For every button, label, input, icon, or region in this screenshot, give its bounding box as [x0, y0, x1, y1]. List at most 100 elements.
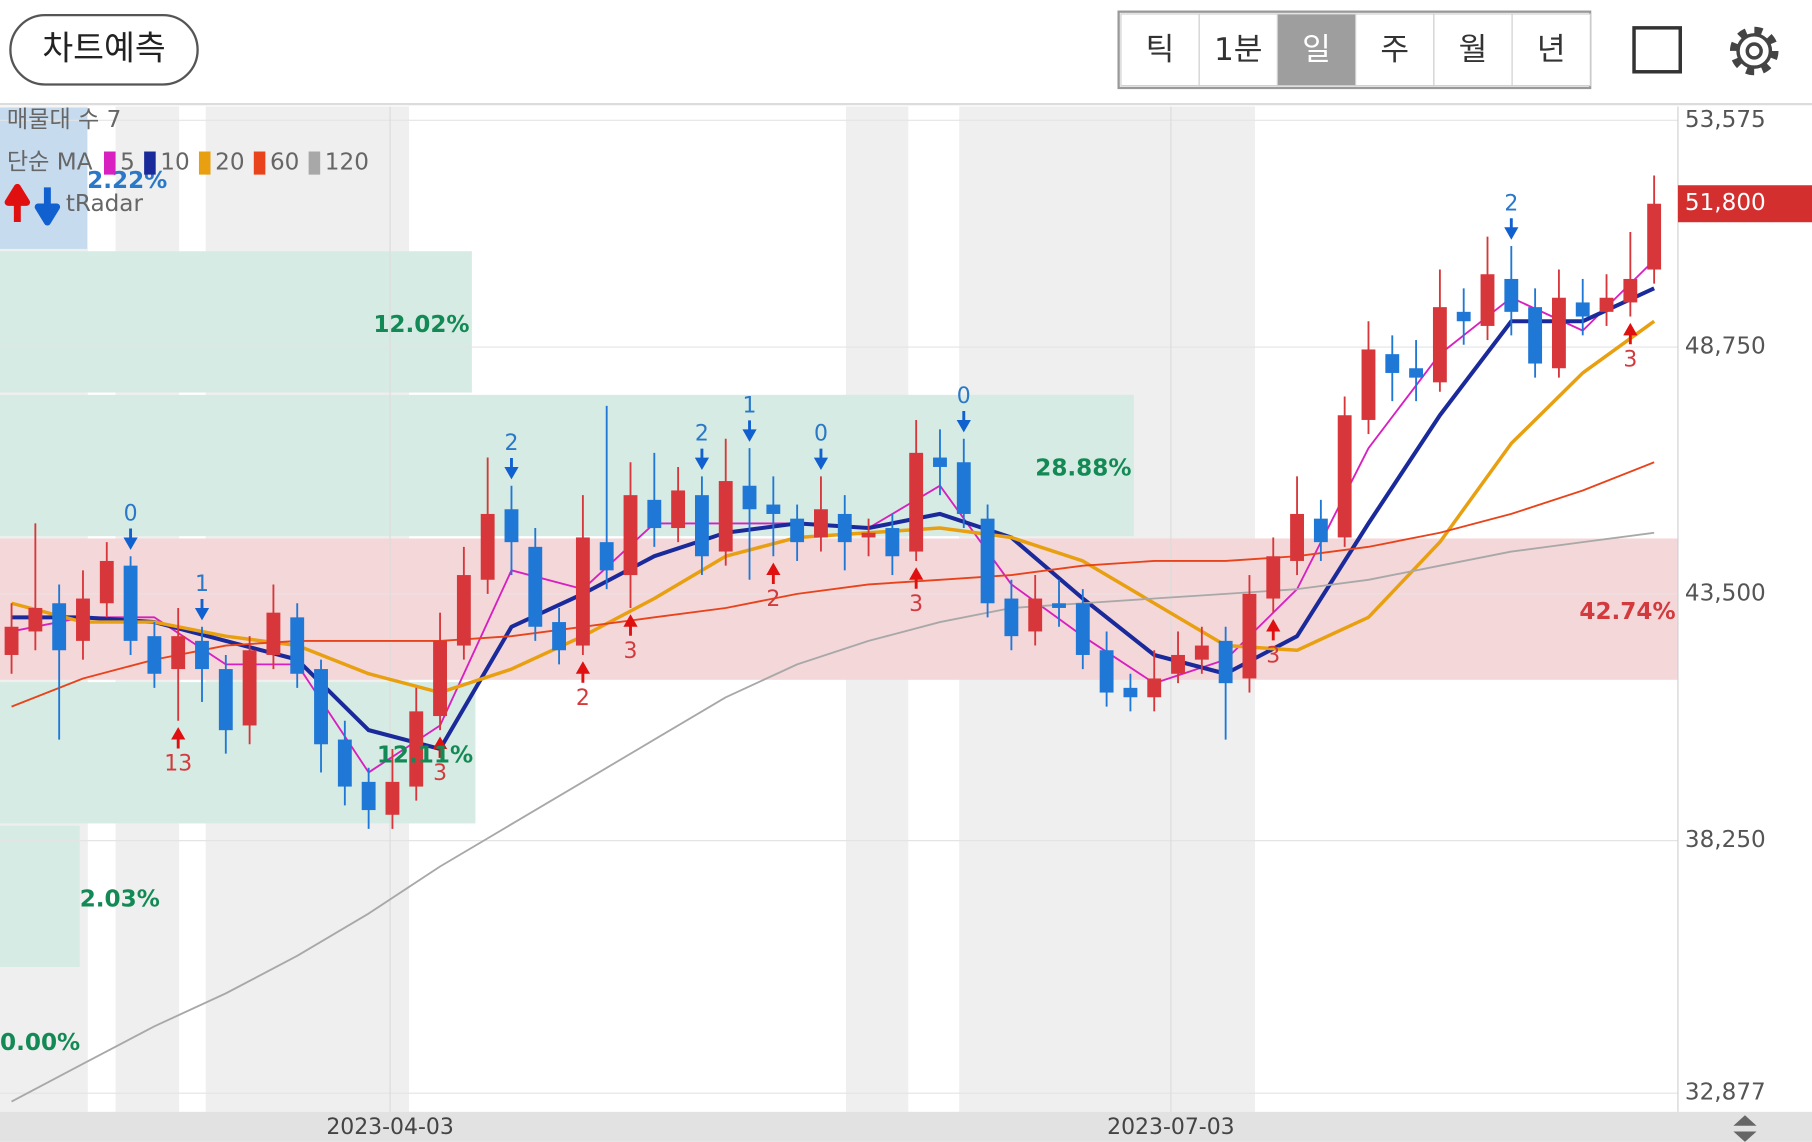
- settings-icon[interactable]: [1729, 26, 1779, 76]
- signal-arrow-up: [766, 562, 781, 584]
- ma-line: [11, 531, 1655, 1103]
- candle-body: [933, 457, 947, 467]
- ma-legend-label: 60: [270, 150, 299, 176]
- candle-body: [1575, 302, 1590, 317]
- period-label[interactable]: 주: [1380, 32, 1409, 68]
- signal-title: tRadar: [66, 191, 144, 217]
- candle-body: [1052, 603, 1066, 608]
- ma-legend-label: 10: [160, 150, 189, 176]
- signal-arrow-up: [1266, 618, 1281, 641]
- candle-body: [980, 518, 995, 604]
- candle-body: [742, 485, 757, 510]
- candle-body: [1361, 349, 1376, 420]
- period-button[interactable]: [1355, 13, 1435, 87]
- last-price-label: 51,800: [1685, 190, 1766, 216]
- candle-body: [718, 481, 733, 552]
- y-tick-label: 32,877: [1685, 1080, 1766, 1106]
- signal-arrow-up: [575, 661, 591, 683]
- signal-arrow-up: [1623, 322, 1638, 345]
- candle-body: [99, 560, 114, 604]
- scroll-up[interactable]: [1733, 1115, 1757, 1126]
- candle-body: [314, 669, 328, 745]
- candle-body: [956, 462, 971, 514]
- candle-body: [337, 739, 352, 787]
- period-button[interactable]: [1198, 13, 1278, 87]
- signal-label: 3: [624, 639, 638, 664]
- candle-body: [1528, 307, 1543, 364]
- period-button[interactable]: [1511, 13, 1591, 87]
- ma-legend-label: 20: [215, 150, 244, 176]
- period-label[interactable]: 1분: [1214, 32, 1263, 68]
- candle-body: [528, 546, 543, 627]
- candle-body: [599, 542, 614, 571]
- signal-label: 3: [1623, 347, 1637, 372]
- candle-body: [456, 575, 471, 646]
- x-tick-label: 2023-07-03: [1107, 1115, 1235, 1140]
- period-button[interactable]: [1120, 13, 1200, 87]
- period-label[interactable]: 일: [1302, 32, 1331, 68]
- candle-body: [1551, 297, 1566, 369]
- candle-body: [290, 617, 305, 674]
- candle-body: [4, 626, 19, 655]
- candle-body: [480, 513, 495, 580]
- candle-body: [266, 612, 281, 655]
- candle-body: [861, 532, 876, 538]
- candle-body: [1028, 598, 1043, 632]
- candle-body: [1123, 687, 1138, 698]
- ma-line: [11, 286, 1655, 751]
- grid: [0, 106, 1678, 1112]
- signal-label: 2: [1504, 191, 1518, 216]
- moving-averages: [11, 259, 1656, 1103]
- x-axis-area: [0, 1111, 1812, 1142]
- period-label[interactable]: 틱: [1146, 32, 1175, 68]
- candle-body: [1337, 415, 1352, 538]
- profile-label: 42.74%: [1579, 599, 1675, 625]
- x-tick-label: 2023-04-03: [326, 1115, 454, 1140]
- signal-label: 1: [743, 394, 757, 419]
- last-price-tag: [1677, 185, 1812, 223]
- period-button[interactable]: [1276, 13, 1357, 87]
- y-tick-label: 43,500: [1685, 580, 1766, 606]
- candle-body: [647, 499, 662, 529]
- ma-line: [11, 461, 1655, 708]
- volume-profile-title: 매물대 수 7: [7, 107, 121, 133]
- profile-labels: 2.22%12.02%28.88%42.74%12.11%2.03%0.00%: [0, 168, 1676, 1056]
- predict-button[interactable]: [9, 13, 199, 86]
- gear-hole: [1745, 42, 1763, 60]
- signals: 0 1 2 2 1 0 0 2 13 3 2 3 2 3 3 3: [123, 191, 1638, 786]
- gear-teeth: [1729, 26, 1779, 76]
- candle-body: [361, 781, 376, 811]
- candle-body: [171, 636, 186, 670]
- candle-body: [1599, 297, 1614, 312]
- period-label[interactable]: 년: [1537, 32, 1566, 68]
- period-selector: 틱 1분 일 주 월 년: [1117, 10, 1592, 90]
- period-label[interactable]: 월: [1459, 32, 1488, 68]
- candle-body: [885, 528, 900, 557]
- scroll-handle[interactable]: [1733, 1115, 1757, 1142]
- signal-arrow-up: [909, 567, 924, 589]
- candle-body: [814, 509, 828, 538]
- signal-arrow-down: [194, 599, 210, 621]
- scroll-down[interactable]: [1733, 1131, 1757, 1142]
- candle-body: [837, 513, 852, 543]
- fullscreen-icon[interactable]: [1632, 26, 1682, 74]
- signal-label: 0: [124, 502, 138, 527]
- candle-body: [1266, 556, 1281, 599]
- predict-button-label[interactable]: 차트예측: [42, 28, 165, 67]
- candle-body: [552, 622, 567, 651]
- signal-label: 3: [433, 761, 447, 786]
- y-tick-label: 48,750: [1685, 334, 1766, 360]
- candle-body: [1313, 518, 1328, 543]
- signal-arrow-down: [1504, 218, 1519, 240]
- signal-arrow-up: [432, 736, 448, 758]
- candle-body: [1171, 654, 1185, 674]
- y-axis-area: [1677, 106, 1812, 1112]
- candle-body: [28, 607, 43, 632]
- candle-body: [1623, 278, 1638, 303]
- period-button[interactable]: [1433, 13, 1513, 87]
- profile-label: 2.03%: [80, 886, 160, 912]
- candle-body: [909, 452, 924, 552]
- profile-label: 0.00%: [0, 1030, 80, 1056]
